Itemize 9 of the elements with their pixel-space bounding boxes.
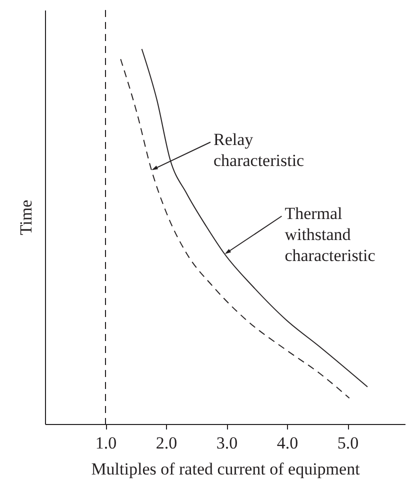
y-axis-title: Time <box>16 200 36 236</box>
x-tick-label: 5.0 <box>337 434 359 452</box>
annotation: Relay characteristic <box>213 130 305 170</box>
x-tick-label: 3.0 <box>216 434 238 452</box>
x-tick-label: 2.0 <box>156 434 178 452</box>
x-tick-label: 1.0 <box>95 434 117 452</box>
x-tick-label: 4.0 <box>276 434 298 452</box>
annotation: Thermal withstand characteristic <box>284 204 376 266</box>
x-axis-title: Multiples of rated current of equipment <box>91 460 360 478</box>
